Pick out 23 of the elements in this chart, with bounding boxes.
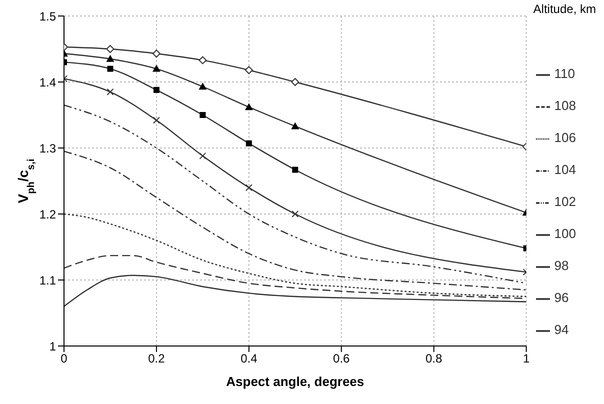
y-tick-label: 1.1 xyxy=(39,273,56,288)
legend-label: 108 xyxy=(554,98,576,113)
x-tick-label: 1 xyxy=(522,352,530,366)
legend-label: 102 xyxy=(554,194,576,209)
x-tick-label: 0.4 xyxy=(240,352,258,366)
x-tick-label: 0.6 xyxy=(333,352,350,366)
legend-label: 96 xyxy=(554,290,569,305)
y-tick-label: 1.5 xyxy=(39,9,56,24)
x-tick-label: 0.8 xyxy=(425,352,442,366)
x-axis-title: Aspect angle, degrees xyxy=(226,374,364,389)
legend-label: 100 xyxy=(554,226,576,241)
legend-title: Altitude, km xyxy=(533,2,596,16)
y-tick-label: 1.2 xyxy=(39,207,56,222)
x-tick-label: 0 xyxy=(60,352,68,366)
legend-label: 104 xyxy=(554,162,576,177)
legend-label: 94 xyxy=(554,322,569,337)
y-tick-label: 1 xyxy=(49,339,56,354)
y-tick-label: 1.4 xyxy=(39,75,56,90)
legend-label: 106 xyxy=(554,130,576,145)
legend-label: 98 xyxy=(554,258,569,273)
y-tick-label: 1.3 xyxy=(39,141,56,156)
x-tick-label: 0.2 xyxy=(148,352,166,366)
legend-label: 110 xyxy=(554,66,576,81)
